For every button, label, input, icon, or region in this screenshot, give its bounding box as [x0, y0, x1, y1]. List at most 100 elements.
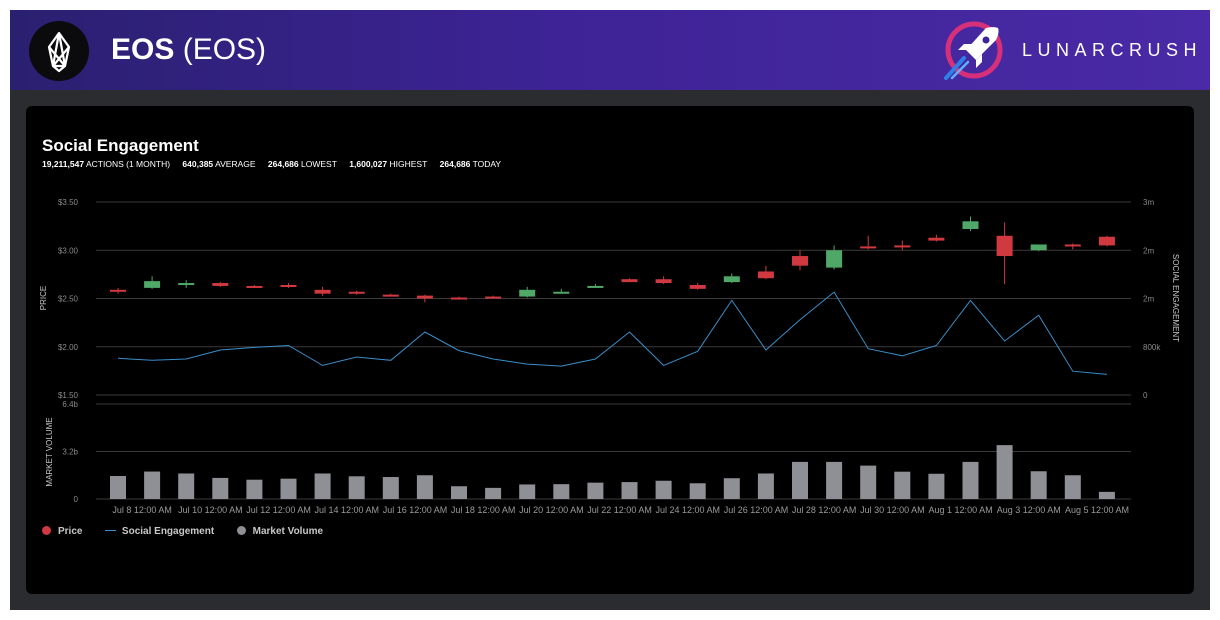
volume-bar: [689, 483, 706, 499]
price-tick-label: $3.00: [58, 246, 79, 255]
x-tick-label: Jul 24 12:00 AM: [655, 505, 720, 515]
volume-tick-label: 3.2b: [62, 448, 78, 457]
social-tick-label: 2m: [1143, 295, 1154, 304]
header-bar: EOS (EOS) LUNARCRUSH: [10, 10, 1210, 90]
volume-bar: [826, 461, 843, 499]
app-frame: EOS (EOS) LUNARCRUSH Social Engagement 1…: [10, 10, 1210, 610]
volume-bar: [519, 484, 536, 499]
legend-volume-swatch: [236, 525, 246, 535]
candle-body: [826, 250, 843, 268]
legend-volume-label: Market Volume: [252, 525, 324, 537]
brand-name: LUNARCRUSH: [1022, 40, 1203, 60]
legend-social-swatch: [104, 529, 116, 531]
candle-body: [144, 281, 161, 288]
volume-bar: [416, 475, 433, 499]
stat-today-value: 264,686: [439, 159, 471, 169]
x-tick-label: Jul 20 12:00 AM: [519, 505, 584, 515]
volume-bar: [655, 480, 672, 499]
volume-bar: [178, 473, 195, 499]
volume-bar: [110, 475, 126, 499]
volume-bar: [1064, 475, 1081, 499]
social-tick-label: 2m: [1143, 246, 1154, 255]
stat-today-label: TODAY: [472, 159, 502, 169]
volume-bar: [587, 482, 604, 499]
chart-canvas: $1.50 0 $2.00 800k $2.50 2m $3.00 2m $3.50 3m PRIC…: [39, 198, 1180, 515]
social-tick-label: 0: [1143, 391, 1148, 400]
candle-body: [553, 291, 570, 294]
price-tick-label: $3.50: [58, 198, 79, 207]
legend-item-social-engagement[interactable]: Social Engagement: [104, 525, 215, 539]
candle-body: [996, 235, 1013, 257]
volume-bar: [314, 473, 331, 499]
candle-body: [689, 284, 706, 289]
volume-bar: [280, 478, 297, 499]
price-tick-label: $2.50: [58, 295, 79, 304]
rocket-icon: [944, 21, 1003, 80]
volume-tick-label: 6.4b: [62, 400, 78, 409]
candle-body: [860, 246, 877, 249]
volume-bar: [996, 445, 1013, 499]
candle-body: [1030, 244, 1047, 251]
eos-logo-icon-shape: [47, 31, 71, 73]
x-tick-label: Jul 8 12:00 AM: [112, 505, 172, 515]
stat-average-label: AVERAGE: [215, 159, 256, 169]
candle-body: [212, 283, 229, 286]
volume-bar: [246, 479, 263, 499]
price-tick-label: $2.00: [58, 343, 79, 352]
legend-item-market-volume[interactable]: Market Volume: [236, 525, 324, 539]
stat-lowest-value: 264,686: [267, 159, 299, 169]
legend-price-label: Price: [58, 525, 83, 537]
volume-bar: [860, 465, 877, 499]
volume-bar: [1030, 471, 1047, 499]
coin-name: EOS: [111, 33, 175, 66]
candle-body: [928, 237, 945, 241]
stats-row: 19,211,547 ACTIONS (1 MONTH) 640,385 AVE…: [42, 159, 511, 169]
candle-body: [246, 285, 263, 288]
legend-social-label: Social Engagement: [121, 525, 215, 537]
candle-body: [314, 289, 331, 294]
x-tick-label: Jul 12 12:00 AM: [246, 505, 311, 515]
candle-body: [587, 285, 604, 288]
legend-item-price[interactable]: Price: [42, 525, 82, 539]
volume-bar: [894, 471, 911, 499]
x-tick-label: Jul 18 12:00 AM: [451, 505, 516, 515]
candle-body: [655, 279, 672, 284]
volume-bar: [757, 473, 774, 499]
x-tick-label: Jul 26 12:00 AM: [724, 505, 789, 515]
chart-legend: Price Social Engagement Market Volume: [42, 523, 341, 537]
candle-body: [382, 294, 399, 297]
coin-symbol: (EOS): [182, 33, 267, 66]
x-tick-label: Jul 14 12:00 AM: [314, 505, 379, 515]
social-axis-title: SOCIAL ENGAGEMENT: [1171, 254, 1180, 342]
candle-body: [451, 297, 467, 300]
volume-tick-label: 0: [74, 495, 79, 504]
candle-body: [894, 245, 911, 248]
candle-body: [519, 289, 536, 297]
candle-body: [485, 296, 502, 299]
candle-body: [416, 295, 433, 299]
x-tick-label: Aug 3 12:00 AM: [997, 505, 1061, 515]
brand-logo: LUNARCRUSH: [942, 18, 1200, 82]
price-tick-label: $1.50: [58, 391, 79, 400]
social-engagement-line: [117, 291, 1107, 375]
x-tick-label: Jul 28 12:00 AM: [792, 505, 857, 515]
x-tick-label: Aug 1 12:00 AM: [929, 505, 993, 515]
stat-total-label: ACTIONS (1 MONTH): [85, 159, 171, 169]
coin-title: EOS (EOS): [111, 32, 266, 68]
candle-body: [621, 279, 638, 283]
candle-body: [110, 289, 126, 292]
volume-bar: [1098, 491, 1115, 499]
legend-price-swatch: [42, 525, 51, 535]
social-tick-label: 800k: [1143, 343, 1161, 352]
candle-body: [757, 271, 774, 279]
volume-bar: [451, 486, 467, 499]
candle-body: [962, 221, 979, 230]
candle-body: [723, 276, 740, 283]
chart-panel: Social Engagement 19,211,547 ACTIONS (1 …: [26, 106, 1194, 594]
stat-highest-value: 1,600,027: [349, 159, 388, 169]
candle-body: [792, 256, 808, 266]
volume-bar: [723, 478, 740, 499]
volume-bar: [485, 487, 502, 499]
stat-lowest-label: LOWEST: [301, 159, 337, 169]
price-axis-title: PRICE: [39, 286, 48, 310]
